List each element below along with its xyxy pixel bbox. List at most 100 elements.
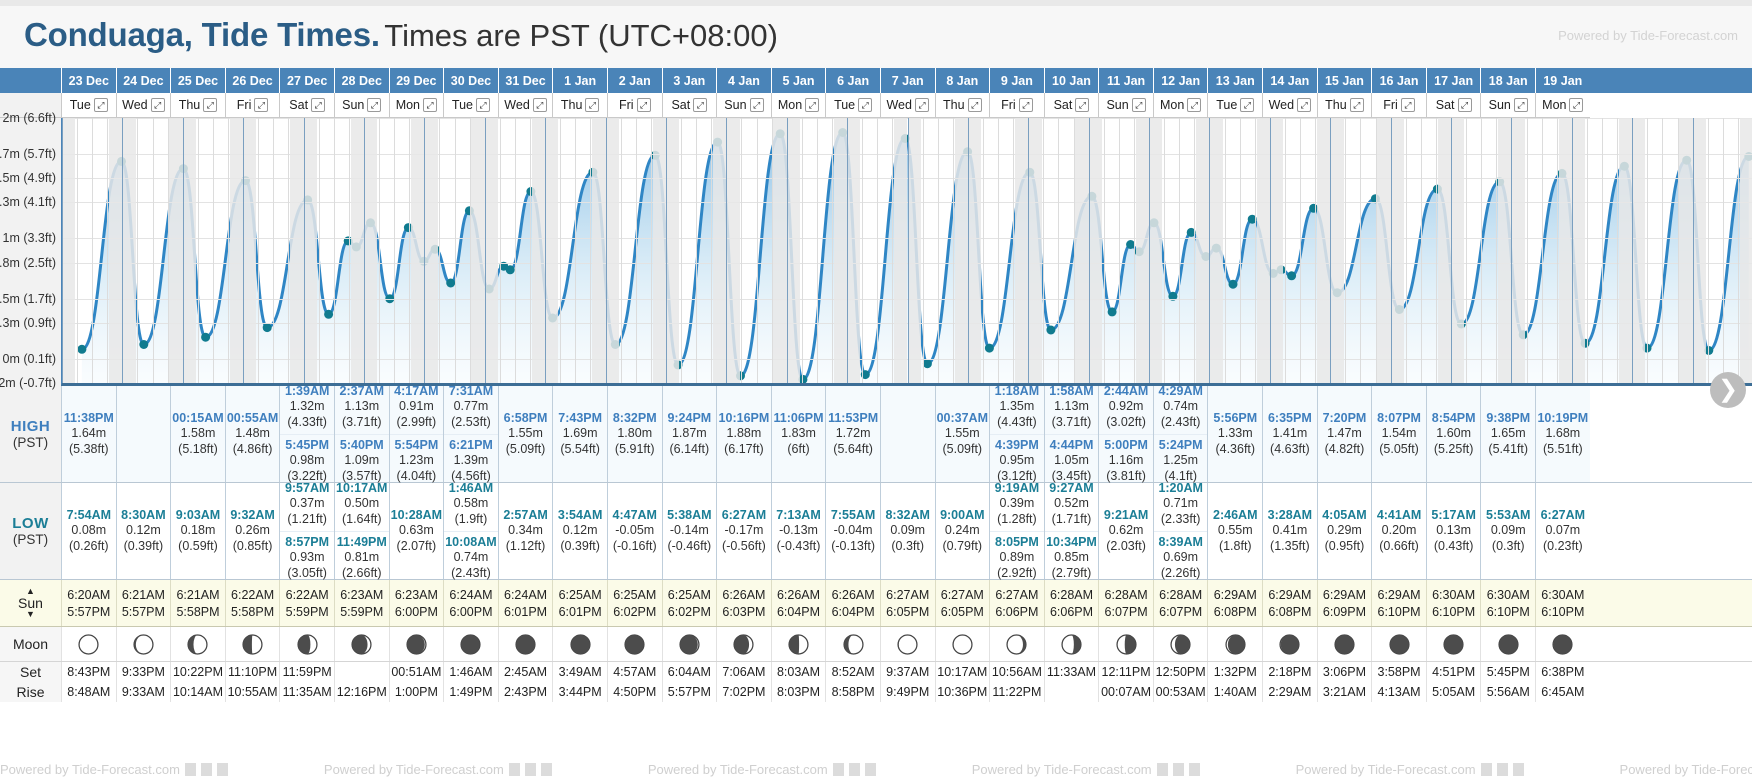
date-header-cell[interactable]: 1 Jan bbox=[552, 68, 607, 93]
weekday-cell[interactable]: Fri ⤢ bbox=[1371, 93, 1426, 118]
date-header-cell[interactable]: 18 Jan bbox=[1480, 68, 1535, 93]
high-tide-cell[interactable]: 8:54PM 1.60m (5.25ft) bbox=[1425, 386, 1481, 482]
weekday-cell[interactable]: Thu ⤢ bbox=[1316, 93, 1372, 118]
low-tide-cell[interactable]: 6:27AM 0.07m (0.23ft) bbox=[1535, 483, 1590, 579]
date-header-cell[interactable]: 17 Jan bbox=[1425, 68, 1481, 93]
expand-icon[interactable]: ⤢ bbox=[967, 98, 982, 112]
high-tide-cell[interactable]: 8:07PM 1.54m (5.05ft) bbox=[1371, 386, 1426, 482]
high-tide-cell[interactable]: 2:44AM 0.92m (3.02ft) 5:00PM 1.16m (3.81ft) bbox=[1098, 384, 1153, 483]
date-header-cell[interactable]: 29 Dec bbox=[388, 68, 444, 93]
high-tide-cell[interactable]: 9:24PM 1.87m (6.14ft) bbox=[661, 386, 717, 482]
scroll-next-button[interactable]: ❯ bbox=[1710, 372, 1746, 408]
date-header-cell[interactable]: 30 Dec bbox=[443, 68, 498, 93]
high-tide-cell[interactable]: 5:56PM 1.33m (4.36ft) bbox=[1207, 386, 1263, 482]
date-header-cell[interactable]: 16 Jan bbox=[1371, 68, 1426, 93]
weekday-cell[interactable]: Sun ⤢ bbox=[1098, 93, 1153, 118]
expand-icon[interactable]: ⤢ bbox=[150, 98, 165, 112]
expand-icon[interactable]: ⤢ bbox=[693, 98, 708, 112]
weekday-cell[interactable]: Mon ⤢ bbox=[388, 93, 444, 118]
date-header-cell[interactable]: 6 Jan bbox=[825, 68, 880, 93]
low-tide-cell[interactable]: 9:21AM 0.62m (2.03ft) bbox=[1098, 483, 1153, 579]
weekday-cell[interactable]: Wed ⤢ bbox=[497, 93, 553, 118]
low-tide-cell[interactable]: 4:41AM 0.20m (0.66ft) bbox=[1371, 483, 1426, 579]
date-header-cell[interactable]: 4 Jan bbox=[716, 68, 771, 93]
expand-icon[interactable]: ⤢ bbox=[1400, 98, 1415, 112]
expand-icon[interactable]: ⤢ bbox=[475, 98, 490, 112]
date-header-cell[interactable]: 26 Dec bbox=[224, 68, 280, 93]
weekday-cell[interactable]: Fri ⤢ bbox=[989, 93, 1044, 118]
low-tide-cell[interactable]: 9:27AM 0.52m (1.71ft) 10:34PM 0.85m (2.79ft) bbox=[1043, 481, 1099, 580]
date-header-cell[interactable]: 31 Dec bbox=[497, 68, 553, 93]
low-tide-cell[interactable]: 8:32AM 0.09m (0.3ft) bbox=[879, 483, 935, 579]
date-header-cell[interactable]: 11 Jan bbox=[1098, 68, 1153, 93]
low-tide-cell[interactable]: 7:55AM -0.04m (-0.13ft) bbox=[825, 483, 880, 579]
high-tide-cell[interactable]: 8:32PM 1.80m (5.91ft) bbox=[606, 386, 662, 482]
low-tide-cell[interactable]: 4:47AM -0.05m (-0.16ft) bbox=[606, 483, 662, 579]
expand-icon[interactable]: ⤢ bbox=[367, 98, 382, 112]
weekday-cell[interactable]: Sat ⤢ bbox=[661, 93, 717, 118]
high-tide-cell[interactable]: 1:18AM 1.35m (4.43ft) 4:39PM 0.95m (3.12ft) bbox=[989, 384, 1044, 483]
low-tide-cell[interactable]: 1:20AM 0.71m (2.33ft) 8:39AM 0.69m (2.26ft) bbox=[1152, 481, 1208, 580]
weekday-cell[interactable]: Sat ⤢ bbox=[279, 93, 334, 118]
low-tide-cell[interactable]: 9:19AM 0.39m (1.28ft) 8:05PM 0.89m (2.92ft) bbox=[989, 481, 1044, 580]
high-tide-cell[interactable]: 7:20PM 1.47m (4.82ft) bbox=[1316, 386, 1372, 482]
low-tide-cell[interactable]: 3:28AM 0.41m (1.35ft) bbox=[1262, 483, 1317, 579]
date-header-cell[interactable]: 2 Jan bbox=[606, 68, 662, 93]
date-header-cell[interactable]: 3 Jan bbox=[661, 68, 717, 93]
expand-icon[interactable]: ⤢ bbox=[1457, 98, 1472, 112]
weekday-cell[interactable]: Tue ⤢ bbox=[443, 93, 498, 118]
expand-icon[interactable]: ⤢ bbox=[585, 98, 600, 112]
date-header-cell[interactable]: 7 Jan bbox=[879, 68, 935, 93]
weekday-cell[interactable]: Mon ⤢ bbox=[1535, 93, 1590, 118]
high-tide-cell[interactable]: 6:35PM 1.41m (4.63ft) bbox=[1262, 386, 1317, 482]
low-tide-cell[interactable]: 5:53AM 0.09m (0.3ft) bbox=[1480, 483, 1536, 579]
low-tide-cell[interactable]: 10:17AM 0.50m (1.64ft) 11:49PM 0.81m (2.66ft) bbox=[333, 481, 389, 580]
date-header-cell[interactable]: 9 Jan bbox=[989, 68, 1044, 93]
weekday-cell[interactable]: Thu ⤢ bbox=[934, 93, 990, 118]
expand-icon[interactable]: ⤢ bbox=[532, 98, 547, 112]
low-tide-cell[interactable]: 5:17AM 0.13m (0.43ft) bbox=[1425, 483, 1481, 579]
date-header-cell[interactable]: 14 Jan bbox=[1262, 68, 1317, 93]
low-tide-cell[interactable]: 1:46AM 0.58m (1.9ft) 10:08AM 0.74m (2.43ft) bbox=[443, 481, 498, 580]
low-tide-cell[interactable]: 2:57AM 0.34m (1.12ft) bbox=[497, 483, 553, 579]
expand-icon[interactable]: ⤢ bbox=[636, 98, 651, 112]
expand-icon[interactable]: ⤢ bbox=[311, 98, 326, 112]
weekday-cell[interactable]: Sun ⤢ bbox=[333, 93, 389, 118]
date-header-cell[interactable]: 28 Dec bbox=[333, 68, 389, 93]
high-tide-cell[interactable] bbox=[879, 386, 935, 482]
high-tide-cell[interactable]: 11:38PM 1.64m (5.38ft) bbox=[61, 386, 116, 482]
weekday-cell[interactable]: Wed ⤢ bbox=[1262, 93, 1317, 118]
weekday-cell[interactable]: Mon ⤢ bbox=[1152, 93, 1208, 118]
high-tide-cell[interactable]: 4:29AM 0.74m (2.43ft) 5:24PM 1.25m (4.1ft) bbox=[1152, 384, 1208, 483]
expand-icon[interactable]: ⤢ bbox=[749, 98, 764, 112]
expand-icon[interactable]: ⤢ bbox=[805, 98, 820, 112]
expand-icon[interactable]: ⤢ bbox=[1297, 98, 1312, 112]
low-tide-cell[interactable]: 9:03AM 0.18m (0.59ft) bbox=[170, 483, 225, 579]
high-tide-cell[interactable]: 6:58PM 1.55m (5.09ft) bbox=[497, 386, 553, 482]
high-tide-cell[interactable]: 7:31AM 0.77m (2.53ft) 6:21PM 1.39m (4.56ft) bbox=[443, 384, 498, 483]
expand-icon[interactable]: ⤢ bbox=[1187, 98, 1202, 112]
date-header-cell[interactable]: 15 Jan bbox=[1316, 68, 1372, 93]
weekday-cell[interactable]: Fri ⤢ bbox=[224, 93, 280, 118]
expand-icon[interactable]: ⤢ bbox=[1075, 98, 1090, 112]
high-tide-cell[interactable]: 11:06PM 1.83m (6ft) bbox=[770, 386, 826, 482]
high-tide-cell[interactable]: 11:53PM 1.72m (5.64ft) bbox=[825, 386, 880, 482]
date-header-cell[interactable]: 27 Dec bbox=[279, 68, 334, 93]
date-header-cell[interactable]: 24 Dec bbox=[115, 68, 171, 93]
weekday-cell[interactable]: Tue ⤢ bbox=[1207, 93, 1263, 118]
weekday-cell[interactable]: Sun ⤢ bbox=[1480, 93, 1536, 118]
weekday-cell[interactable]: Thu ⤢ bbox=[552, 93, 607, 118]
low-tide-cell[interactable]: 5:38AM -0.14m (-0.46ft) bbox=[661, 483, 717, 579]
expand-icon[interactable]: ⤢ bbox=[1018, 98, 1033, 112]
high-tide-cell[interactable]: 1:58AM 1.13m (3.71ft) 4:44PM 1.05m (3.45ft) bbox=[1043, 384, 1099, 483]
high-tide-cell[interactable]: 00:55AM 1.48m (4.86ft) bbox=[224, 386, 280, 482]
high-tide-cell[interactable]: 7:43PM 1.69m (5.54ft) bbox=[552, 386, 607, 482]
high-tide-cell[interactable]: 1:39AM 1.32m (4.33ft) 5:45PM 0.98m (3.22ft) bbox=[279, 384, 334, 483]
low-tide-cell[interactable]: 7:54AM 0.08m (0.26ft) bbox=[61, 483, 116, 579]
date-header-cell[interactable]: 25 Dec bbox=[170, 68, 225, 93]
high-tide-cell[interactable]: 10:19PM 1.68m (5.51ft) bbox=[1535, 386, 1590, 482]
weekday-cell[interactable]: Sat ⤢ bbox=[1425, 93, 1481, 118]
weekday-cell[interactable]: Thu ⤢ bbox=[170, 93, 225, 118]
weekday-cell[interactable]: Fri ⤢ bbox=[606, 93, 662, 118]
date-header-cell[interactable]: 10 Jan bbox=[1043, 68, 1099, 93]
